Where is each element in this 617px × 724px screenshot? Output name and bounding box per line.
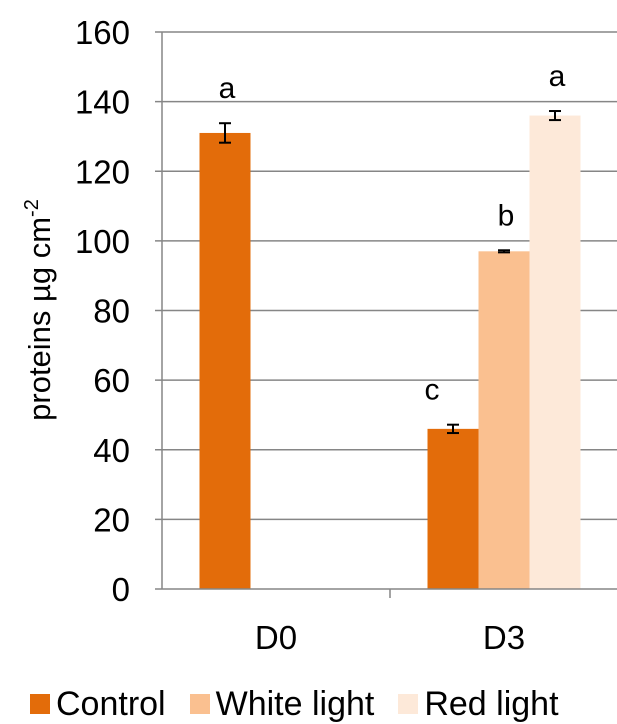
bar: [478, 251, 530, 589]
y-axis-label-superscript: -2: [21, 199, 43, 217]
legend-label-white-light: White light: [215, 684, 375, 723]
bars: a c b a: [199, 60, 581, 590]
legend-label-red-light: Red light: [424, 684, 559, 723]
x-tick-labels: D0 D3: [255, 589, 525, 656]
significance-label: c: [425, 374, 440, 407]
legend-swatch-control: [30, 694, 50, 714]
y-axis-label-text: proteins µg cm: [22, 217, 57, 421]
bar: [199, 132, 251, 590]
y-tick-label: 100: [75, 223, 130, 260]
y-tick-label: 140: [75, 84, 130, 121]
y-tick-label: 0: [112, 571, 130, 608]
y-tick-label: 60: [93, 362, 130, 399]
legend-label-control: Control: [56, 684, 166, 723]
legend-swatch-white-light: [189, 694, 210, 714]
legend-item-white-light: White light: [189, 684, 375, 724]
bar: [529, 115, 581, 590]
legend-item-control: Control: [30, 685, 166, 724]
legend-swatch-red-light: [398, 694, 419, 714]
significance-label: b: [498, 199, 515, 232]
y-tick-label: 120: [75, 153, 130, 190]
y-axis-label: proteins µg cm-2: [21, 199, 57, 421]
y-tick-label: 20: [93, 501, 130, 538]
x-tick-label: D3: [483, 619, 525, 656]
y-tick-label: 80: [93, 293, 130, 330]
significance-label: a: [549, 60, 566, 93]
legend-item-red-light: Red light: [398, 684, 559, 724]
significance-label: a: [219, 72, 236, 105]
x-tick-label: D0: [255, 619, 297, 656]
y-tick-label: 160: [75, 14, 130, 51]
bar: [427, 428, 479, 589]
y-tick-labels: 0 20 40 60 80 100 120 140 160: [75, 14, 130, 608]
legend: Control White light Red light: [30, 684, 583, 724]
y-tick-label: 40: [93, 432, 130, 469]
